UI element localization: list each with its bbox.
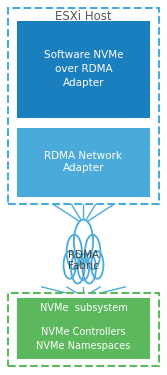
Circle shape — [74, 220, 93, 263]
Text: RDMA
Fabric: RDMA Fabric — [68, 250, 99, 272]
Text: Software NVMe
over RDMA
Adapter: Software NVMe over RDMA Adapter — [44, 50, 123, 88]
Text: NVMe  subsystem: NVMe subsystem — [40, 303, 127, 313]
Circle shape — [63, 251, 76, 279]
Circle shape — [78, 254, 89, 280]
Circle shape — [82, 253, 96, 284]
FancyBboxPatch shape — [17, 298, 150, 359]
Text: RDMA Network
Adapter: RDMA Network Adapter — [44, 151, 123, 173]
Circle shape — [67, 235, 82, 269]
FancyBboxPatch shape — [8, 292, 159, 366]
Circle shape — [91, 251, 104, 279]
FancyBboxPatch shape — [17, 128, 150, 197]
FancyBboxPatch shape — [8, 8, 159, 204]
Text: ESXi Host: ESXi Host — [55, 10, 112, 23]
Circle shape — [71, 253, 85, 284]
Text: NVMe Controllers
NVMe Namespaces: NVMe Controllers NVMe Namespaces — [36, 327, 131, 351]
Circle shape — [85, 235, 100, 269]
FancyBboxPatch shape — [17, 21, 150, 118]
